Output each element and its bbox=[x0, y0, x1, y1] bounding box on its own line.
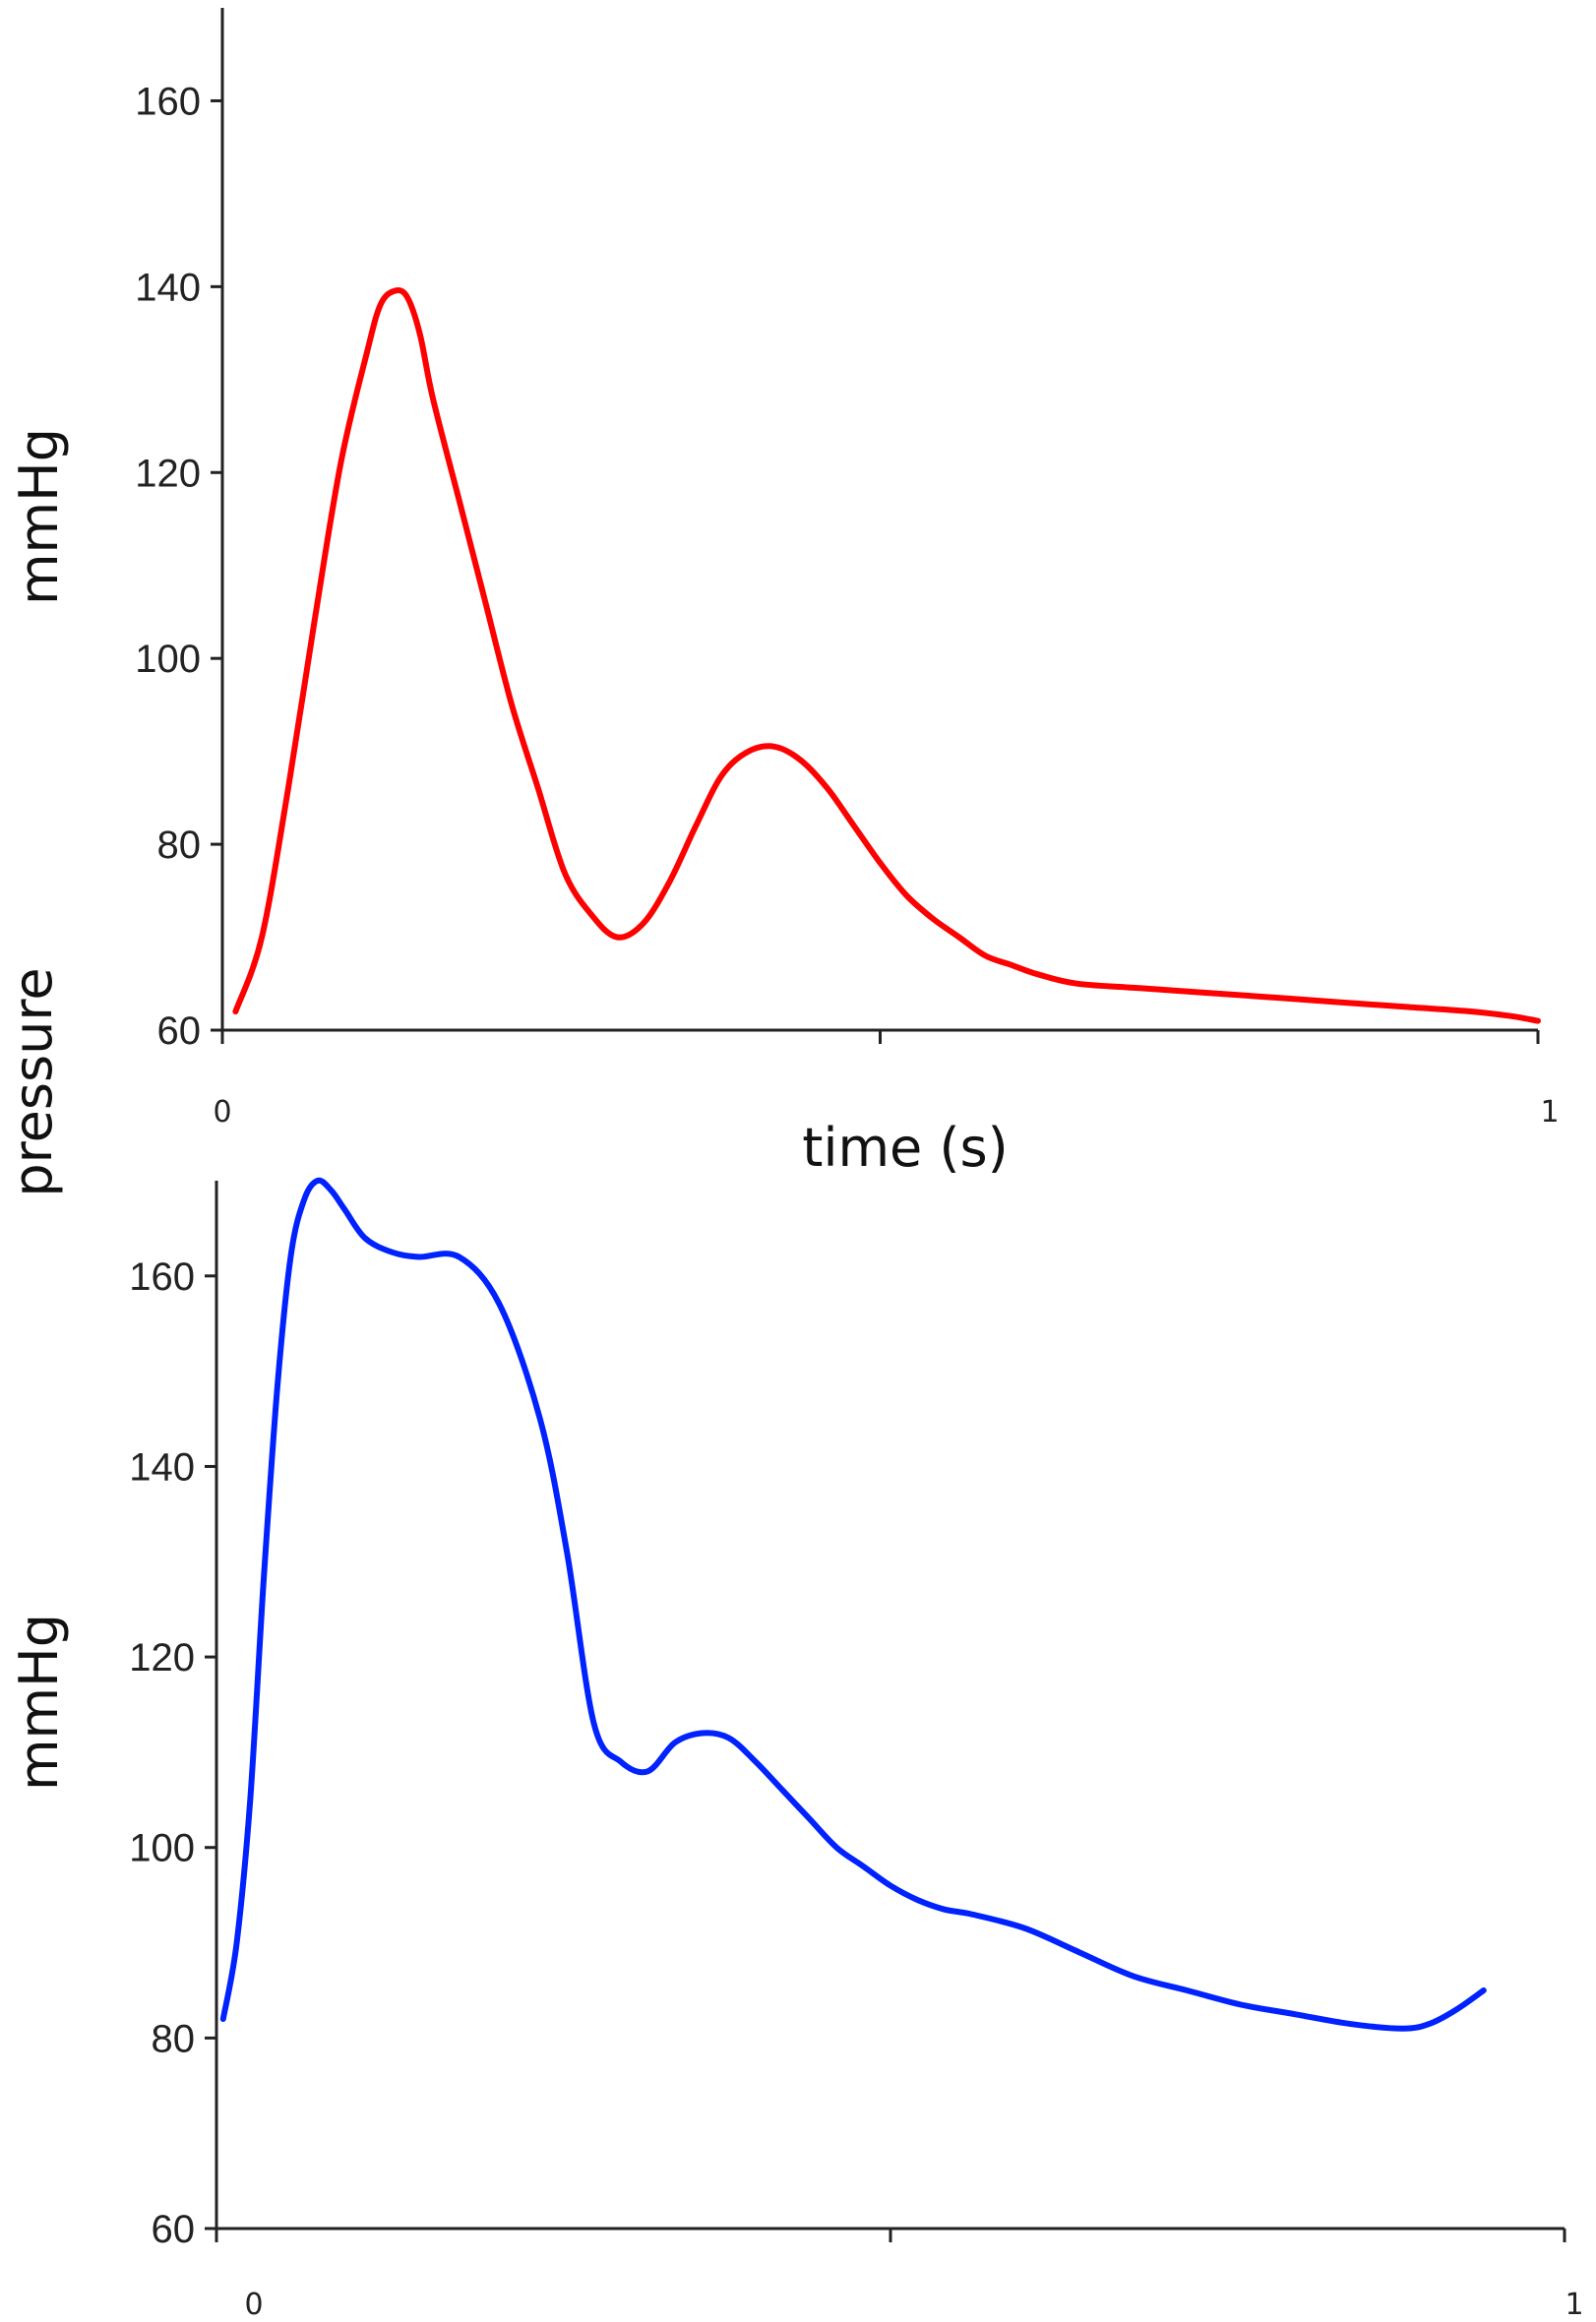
bottom-x-tick-label-0: 0 bbox=[244, 2288, 263, 2322]
top-series-line-0 bbox=[232, 287, 1541, 1024]
bottom-y-tick-label-60: 60 bbox=[152, 2208, 196, 2251]
bottom-y-tick-label-160: 160 bbox=[129, 1255, 195, 1299]
bottom-series-line-0 bbox=[219, 1177, 1487, 2032]
bottom-y-tick-label-140: 140 bbox=[129, 1445, 195, 1489]
top-y-axis: 60 80 100 120 140 160 bbox=[135, 8, 224, 1053]
top-y-tick-label-60: 60 bbox=[157, 1009, 202, 1053]
top-y-tick-label-120: 120 bbox=[135, 452, 201, 495]
bottom-y-tick-label-120: 120 bbox=[129, 1636, 195, 1680]
top-y-ticks: 60 80 100 120 140 160 bbox=[135, 80, 222, 1053]
bottom-y-axis: 60 80 100 120 140 160 bbox=[129, 1181, 218, 2251]
top-y-tick-label-100: 100 bbox=[135, 638, 201, 681]
top-y-axis-title: mmHg bbox=[8, 428, 70, 605]
top-series-group bbox=[232, 287, 1541, 1024]
bottom-y-ticks: 60 80 100 120 140 160 bbox=[129, 1255, 216, 2251]
bottom-y-tick-label-80: 80 bbox=[152, 2017, 196, 2060]
top-x-tick-label-0: 0 bbox=[213, 1095, 231, 1130]
bottom-y-axis-title: mmHg bbox=[8, 1614, 70, 1791]
top-x-axis-title: time (s) bbox=[802, 1117, 1008, 1179]
bottom-x-tick-label-1: 1 bbox=[1565, 2288, 1583, 2322]
bottom-series-group bbox=[219, 1177, 1487, 2032]
top-y-tick-label-160: 160 bbox=[135, 80, 201, 123]
shared-y-axis-title: pressure bbox=[2, 967, 64, 1196]
top-y-tick-label-80: 80 bbox=[157, 824, 202, 867]
bottom-y-tick-label-100: 100 bbox=[129, 1827, 195, 1870]
top-x-tick-label-1: 1 bbox=[1540, 1095, 1559, 1130]
top-y-tick-label-140: 140 bbox=[135, 266, 201, 309]
